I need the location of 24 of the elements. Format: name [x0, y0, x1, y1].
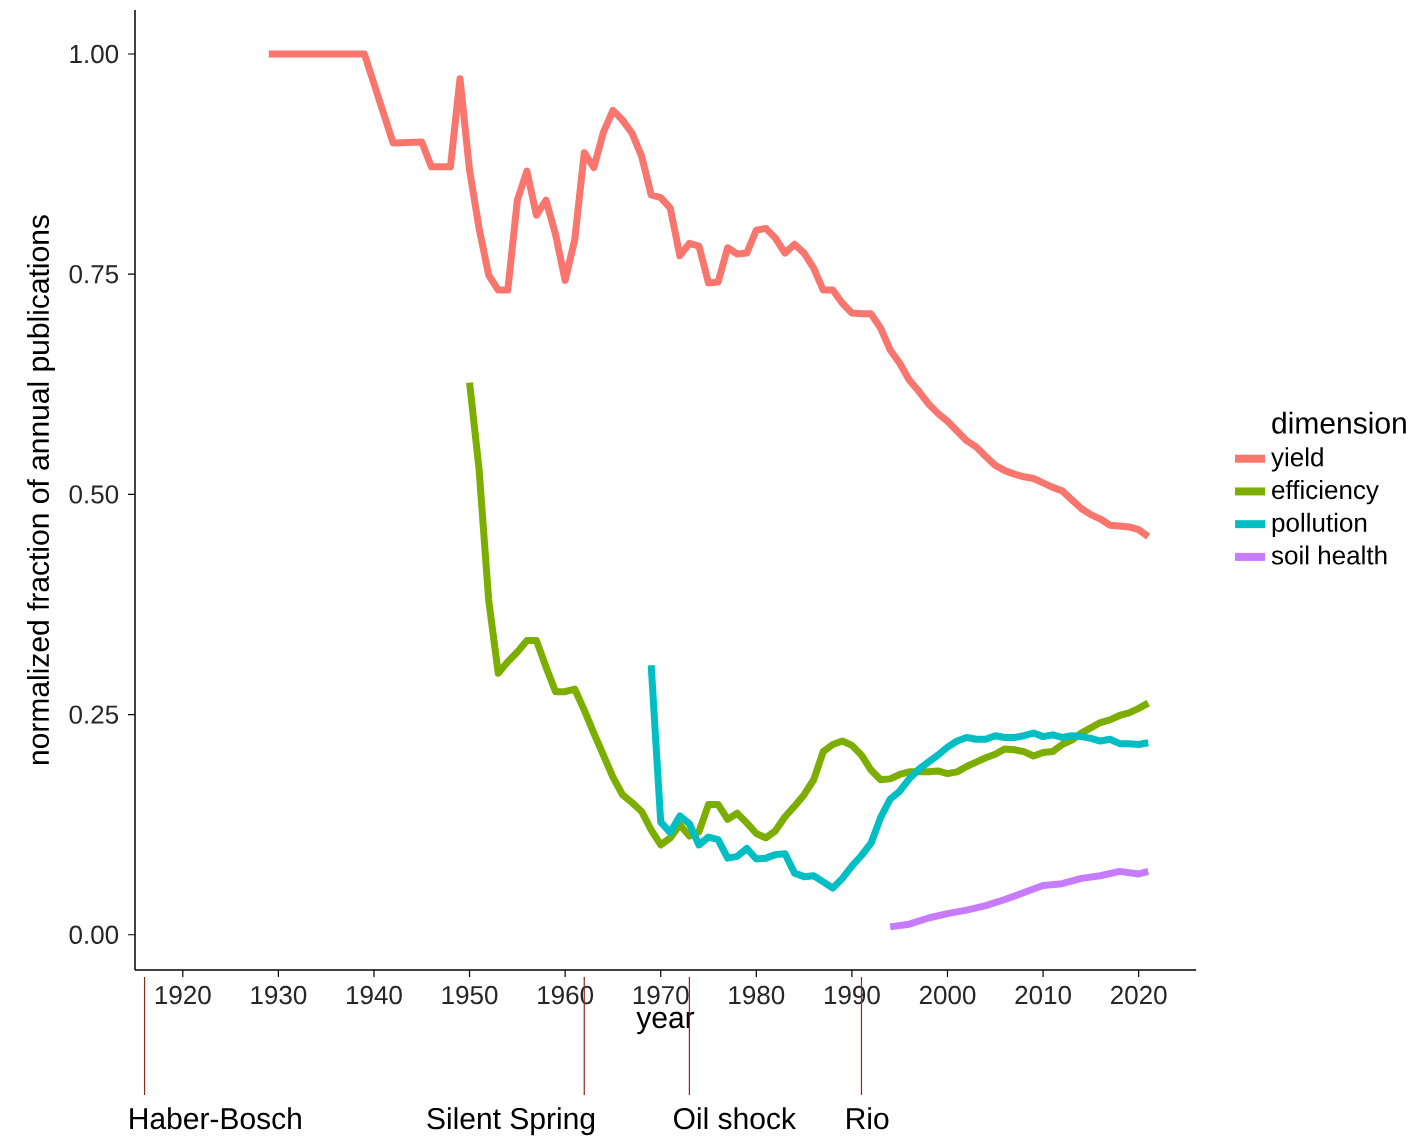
- ref-line-label: Oil shock: [674, 1107, 796, 1130]
- x-tick-label: 1950: [442, 985, 498, 1005]
- y-tick-label: 0.25: [69, 705, 119, 724]
- legend-title: dimension: [1272, 411, 1406, 434]
- ref-line-label: Silent Spring: [427, 1107, 595, 1136]
- y-tick-label: 0.00: [69, 925, 119, 944]
- y-tick-label: 0.75: [69, 265, 119, 284]
- x-tick-label: 1970: [633, 985, 689, 1005]
- x-tick-label: 1920: [155, 985, 211, 1005]
- x-tick-label: 2010: [1015, 985, 1071, 1005]
- legend-label: soil health: [1271, 545, 1387, 565]
- y-tick-label: 1.00: [70, 44, 119, 64]
- legend-label: efficiency: [1272, 480, 1379, 505]
- x-tick-label: 1940: [347, 985, 402, 1005]
- y-tick-label: 0.50: [69, 485, 119, 504]
- x-tick-label: 1980: [729, 985, 785, 1005]
- x-tick-label: 2020: [1111, 985, 1167, 1005]
- legend-label: pollution: [1272, 512, 1367, 538]
- ref-line-label: Rio: [847, 1107, 889, 1130]
- x-tick-label: 2000: [919, 985, 976, 1005]
- x-tick-label: 1930: [251, 985, 307, 1005]
- y-axis-title: normalized fraction of annual publications: [27, 215, 55, 764]
- ref-line-label: Haber-Bosch: [130, 1107, 301, 1130]
- legend-label: yield: [1271, 447, 1323, 472]
